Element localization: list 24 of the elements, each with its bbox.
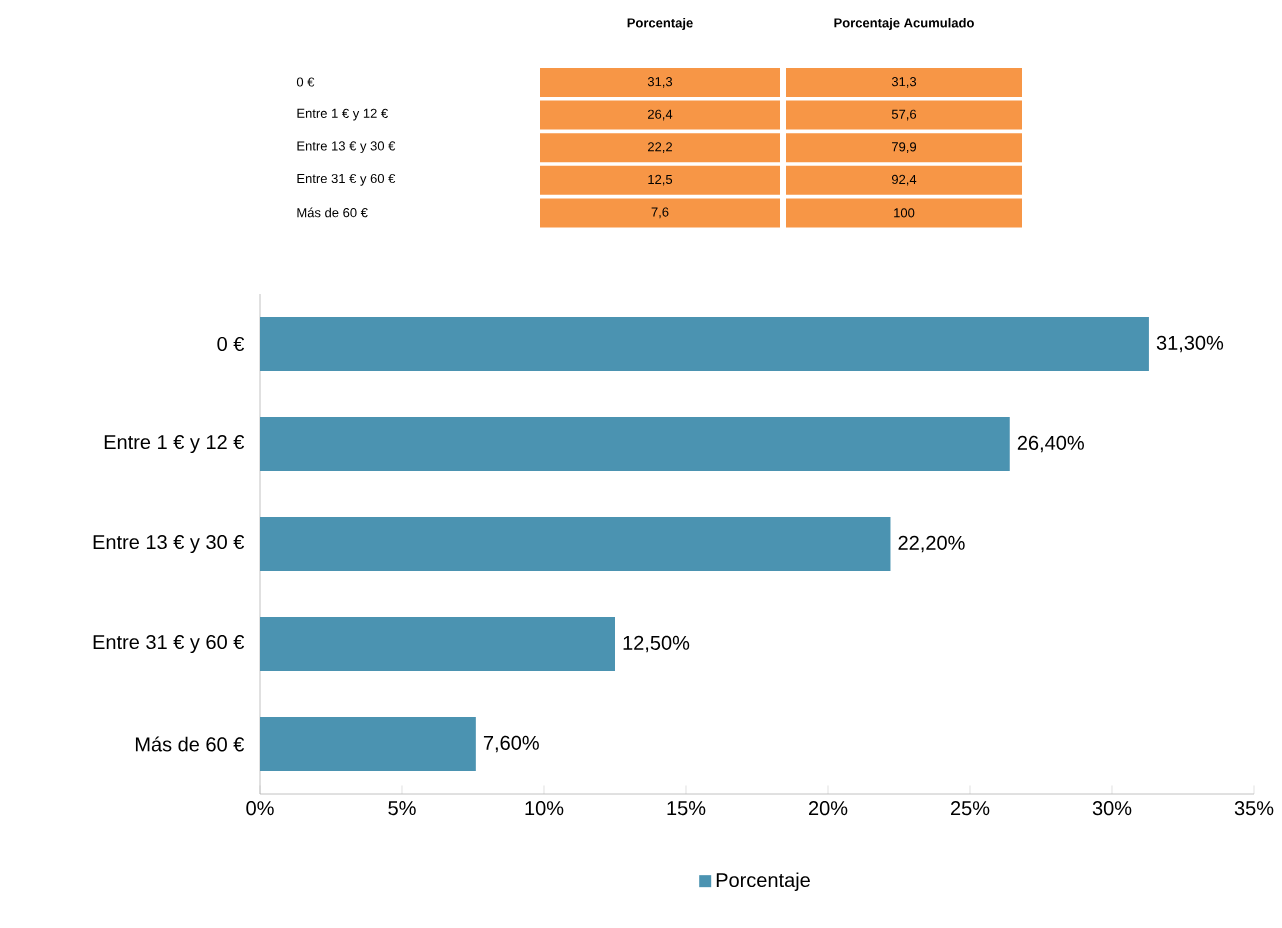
y-tick-label: Entre 1 € y 12 € <box>104 434 245 454</box>
x-tick-label: 20% <box>808 801 848 816</box>
x-tick-label: 35% <box>1234 801 1274 816</box>
data-label: 26,40% <box>1017 435 1084 453</box>
bar <box>260 717 476 772</box>
x-tick-label: 5% <box>388 801 416 816</box>
x-tick-label: 30% <box>1092 801 1132 816</box>
data-label: 7,60% <box>483 735 539 753</box>
x-tick-label: 0% <box>246 801 274 816</box>
data-label: 12,50% <box>623 635 690 653</box>
bar <box>260 617 615 672</box>
y-tick-label: Entre 31 € y 60 € <box>93 634 245 654</box>
legend-label: Porcentaje <box>716 872 810 892</box>
x-tick-label: 10% <box>525 801 564 816</box>
bar <box>260 417 1010 472</box>
bar <box>260 317 1149 372</box>
x-tick-label: 25% <box>950 801 990 816</box>
bar <box>260 517 891 572</box>
data-label: 22,20% <box>898 535 965 553</box>
y-tick-label: 0 € <box>217 336 245 352</box>
y-tick-label: Más de 60 € <box>135 736 245 752</box>
y-tick-label: Entre 13 € y 30 € <box>93 534 245 554</box>
data-label: 31,30% <box>1156 335 1224 353</box>
x-tick-label: 15% <box>667 801 706 816</box>
